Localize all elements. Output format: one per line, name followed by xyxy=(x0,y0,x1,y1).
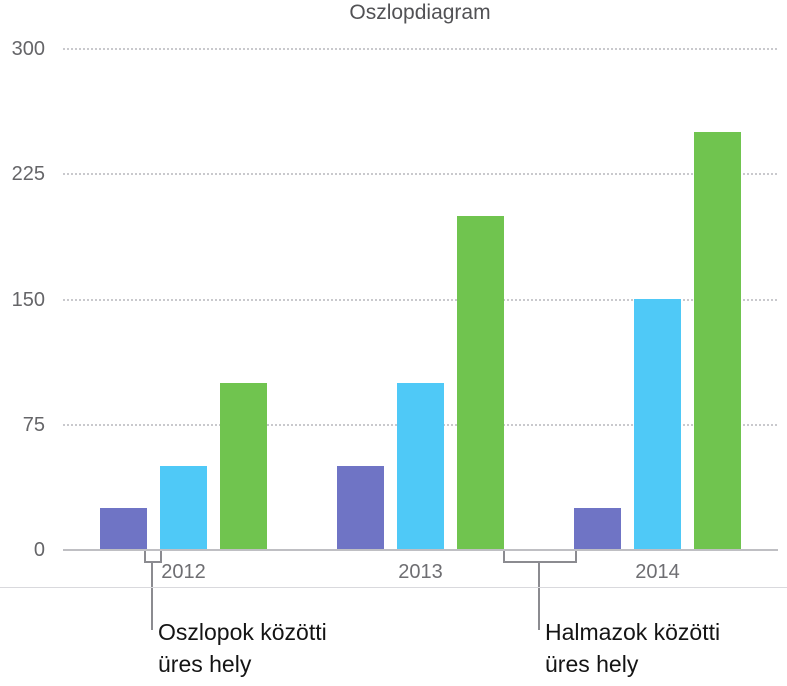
columns-gap-bracket xyxy=(144,551,162,563)
annotation-line: Halmazok közötti xyxy=(545,619,721,645)
clusters-gap-leader-line xyxy=(538,562,540,630)
bar-2012-series3 xyxy=(220,383,267,550)
y-axis-label-300: 300 xyxy=(11,38,45,60)
figure-divider-line xyxy=(0,587,787,588)
clusters-gap-bracket xyxy=(503,551,577,563)
chart-title: Oszlopdiagram xyxy=(349,1,491,24)
x-axis-label-2013: 2013 xyxy=(398,561,443,583)
columns-gap-annotation: Oszlopok közötti üres hely xyxy=(158,616,327,680)
bar-2013-series2 xyxy=(397,383,444,550)
y-axis-label-225: 225 xyxy=(11,163,45,186)
bar-2014-series2 xyxy=(634,299,681,550)
x-axis-label-2014: 2014 xyxy=(635,561,680,583)
bar-2013-series1 xyxy=(337,466,384,550)
columns-gap-leader-line xyxy=(151,562,153,630)
bar-2012-series1 xyxy=(100,508,147,550)
clusters-gap-annotation: Halmazok közötti üres hely xyxy=(545,616,720,680)
annotation-line: üres hely xyxy=(545,651,639,677)
x-axis-line xyxy=(63,549,778,551)
y-axis-label-0: 0 xyxy=(33,539,45,561)
y-axis-label-150: 150 xyxy=(11,288,45,311)
bar-2014-series1 xyxy=(574,508,621,550)
x-axis-label-2012: 2012 xyxy=(161,561,206,583)
annotation-line: Oszlopok közötti xyxy=(158,619,327,645)
annotation-line: üres hely xyxy=(158,651,252,677)
y-axis-label-75: 75 xyxy=(22,413,45,436)
gridline-150 xyxy=(63,298,777,301)
bar-2013-series3 xyxy=(457,216,504,550)
bar-2012-series2 xyxy=(160,466,207,550)
gridline-225 xyxy=(63,173,777,176)
gridline-300 xyxy=(63,48,777,50)
bar-2014-series3 xyxy=(694,132,741,550)
